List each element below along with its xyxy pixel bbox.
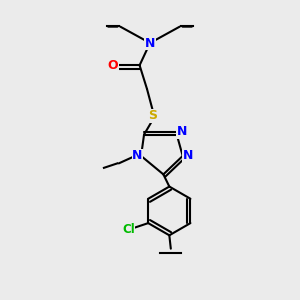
Text: N: N (177, 125, 187, 138)
Text: S: S (148, 109, 158, 122)
Text: N: N (145, 37, 155, 50)
Text: N: N (183, 149, 193, 162)
Text: N: N (132, 149, 143, 162)
Text: Cl: Cl (122, 223, 135, 236)
Text: O: O (107, 59, 118, 72)
